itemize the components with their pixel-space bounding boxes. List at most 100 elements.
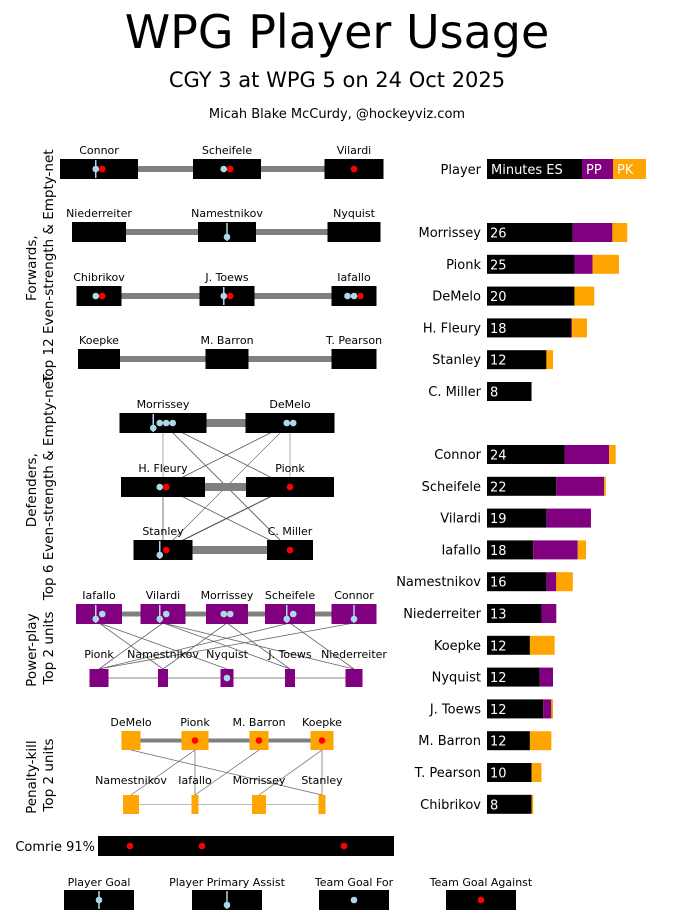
pp-unit1-label-morrissey: Morrissey [201,589,254,602]
goalie-goal-against-dot-2 [340,842,348,850]
forward-value-connor: 24 [490,449,507,464]
penaltykill-label-line2: Top 2 units [41,738,57,812]
fwd-line2-label-namestnikov: Namestnikov [191,207,263,220]
pp-cross-link-5 [98,622,291,670]
legend-pk-label: PK [617,163,634,178]
defender-bar-pk-stanley [546,350,553,370]
pp-unit2-box-niederreiter [345,669,363,687]
pp-unit2-label-namestnikov: Namestnikov [127,648,199,661]
def-cross-link-6 [162,486,291,551]
defender-name-stanley: Stanley [432,353,481,368]
forward-value-m-barron: 12 [490,735,507,750]
fwd-line2-label-niederreiter: Niederreiter [66,207,132,220]
forward-bar-es-t-pearson [487,763,532,782]
defender-name-demelo: DeMelo [432,290,481,305]
key-label-player-goal: Player Goal [68,876,131,889]
defender-bar-pk-demelo [574,286,595,306]
def-pair2-label-pionk: Pionk [275,462,305,475]
pk-unit1-label-demelo: DeMelo [110,716,152,729]
pp-unit1-label-iafallo: Iafallo [82,589,116,602]
forward-name-t-pearson: T. Pearson [414,766,481,781]
fwd-line4-label-m-barron: M. Barron [200,334,253,347]
forward-value-t-pearson: 10 [490,767,507,782]
fwd-line4-box-m-barron [205,349,249,369]
def-pair2-h-fleury-gf-dot [156,483,164,491]
pp-cross-link-2 [98,622,164,670]
defenders-label-line2: Top 6 Even-strength & Empty-net [41,376,57,602]
legend-es-label: Minutes ES [491,163,563,178]
defender-bar-pk-morrissey [612,223,628,242]
penaltykill-label-line1: Penalty-kill [24,740,40,814]
pp-unit2-nyquist-gf-dot [223,674,231,682]
powerplay-label-line2: Top 2 units [41,611,57,685]
fwd-line4-label-koepke: Koepke [79,334,119,347]
forward-name-namestnikov: Namestnikov [396,575,481,590]
legend-es-swatch [487,159,582,179]
fwd-line1-vilardi-ga-dot [350,165,358,173]
forward-bar-pp-connor [564,445,610,464]
fwd-line3-iafallo-ga-dot [357,292,364,300]
pp-unit1-connor-assist-dot [350,615,358,623]
pk-unit2-label-morrissey: Morrissey [233,774,286,787]
fwd-line2-box-niederreiter [72,222,126,242]
forward-name-connor: Connor [434,448,481,463]
pp-unit1-label-vilardi: Vilardi [146,589,181,602]
goalie-goal-against-dot-0 [126,842,134,850]
forward-value-koepke: 12 [490,639,507,654]
def-pair1-morrissey-assist-dot [149,424,157,432]
defender-name-h-fleury: H. Fleury [423,321,481,336]
defender-name-c-miller: C. Miller [428,385,481,400]
pp-cross-link-7 [98,622,355,670]
fwd-line2-box-nyquist [327,222,381,242]
forward-bar-es-connor [487,445,565,464]
section-label-defenders: Defenders, Top 6 Even-strength & Empty-n… [24,376,57,602]
def-pair1-demelo-gf-dot [289,419,297,427]
forward-name-vilardi: Vilardi [440,512,481,527]
fwd-line1-scheifele-ga-dot [226,165,234,173]
defender-value-h-fleury: 18 [490,322,507,337]
defender-value-morrissey: 26 [490,227,507,242]
def-pair2-h-fleury-ga-dot [162,483,170,491]
forward-bar-pk-connor [609,445,616,464]
key-dot-primary-assist [223,901,231,909]
forward-bar-pp-namestnikov [546,572,557,592]
forward-bar-es-nyquist [487,667,540,687]
pp-unit2-box-j-toews [285,669,295,687]
defender-bar-pp-pionk [574,254,593,274]
forward-value-niederreiter: 13 [490,608,507,623]
forward-bar-pp-niederreiter [541,604,557,623]
forward-bar-pk-j-toews [551,699,553,719]
forward-name-koepke: Koepke [434,639,481,654]
forward-bar-es-scheifele [487,476,557,496]
pk-unit1-koepke-ga-dot [318,737,326,744]
fwd-line4-box-koepke [78,349,120,369]
def-pair1-morrissey-gf-dot [156,419,164,427]
forward-bar-es-chibrikov [487,794,532,814]
pp-unit1-scheifele-gf-dot [289,610,297,618]
def-pair3-stanley-ga-dot [162,546,170,554]
fwd-line3-iafallo-gf-dot [350,292,358,300]
defender-bar-es-h-fleury [487,318,572,338]
bars-layer: Player Minutes ES PP PK Morrissey 26 Pionk 25 De… [396,159,646,814]
pp-unit1-iafallo-gf-dot [98,610,106,618]
def-pair1-morrissey-gf-dot [162,419,170,427]
pp-cross-link-1 [98,622,228,670]
defender-value-demelo: 20 [490,290,507,305]
pp-unit1-scheifele-assist-dot [283,615,291,623]
goalie-bar [98,836,394,856]
pk-cross-link-3 [258,749,323,796]
defenders-label-line1: Defenders, [24,453,40,527]
pp-unit2-label-j-toews: J. Toews [267,648,312,661]
pk-unit1-label-pionk: Pionk [180,716,210,729]
forward-name-scheifele: Scheifele [422,480,481,495]
fwd-line1-connor-ga-dot [98,165,106,173]
section-label-forwards: Forwards, Top 12 Even-strength & Empty-n… [24,149,57,383]
fwd-line3-j-toews-goal-dot [220,292,228,300]
defender-value-pionk: 25 [490,258,507,273]
pp-unit1-morrissey-gf-dot [226,610,234,618]
pp-unit2-label-pionk: Pionk [84,648,114,661]
def-pair1-demelo-gf-dot [283,419,291,427]
fwd-line3-iafallo-gf-dot [344,292,351,300]
forward-bar-es-koepke [487,635,530,655]
